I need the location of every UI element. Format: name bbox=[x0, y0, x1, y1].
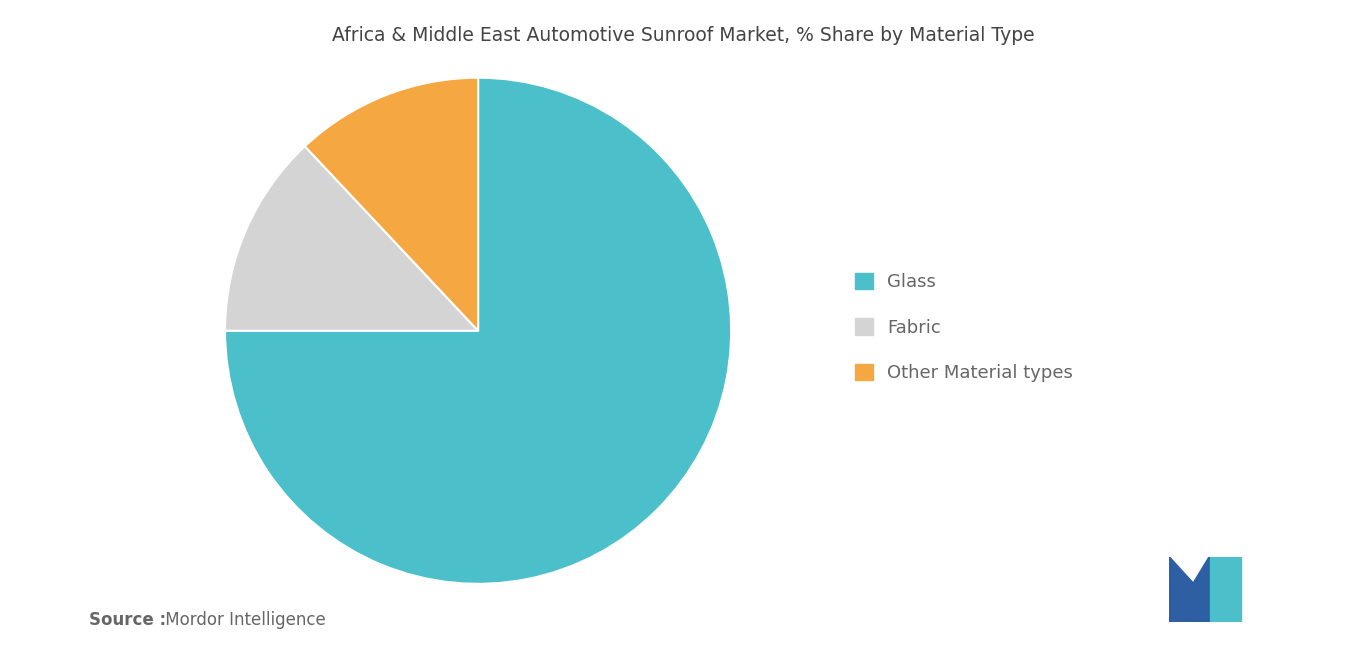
Wedge shape bbox=[305, 78, 478, 331]
Text: Africa & Middle East Automotive Sunroof Market, % Share by Material Type: Africa & Middle East Automotive Sunroof … bbox=[332, 26, 1034, 45]
Wedge shape bbox=[225, 78, 731, 584]
Polygon shape bbox=[1169, 557, 1209, 622]
Polygon shape bbox=[1217, 557, 1240, 622]
Polygon shape bbox=[1209, 557, 1217, 622]
Wedge shape bbox=[225, 146, 478, 331]
Text: Source :: Source : bbox=[89, 611, 165, 629]
Text: Mordor Intelligence: Mordor Intelligence bbox=[160, 611, 325, 629]
Legend: Glass, Fabric, Other Material types: Glass, Fabric, Other Material types bbox=[855, 273, 1072, 382]
